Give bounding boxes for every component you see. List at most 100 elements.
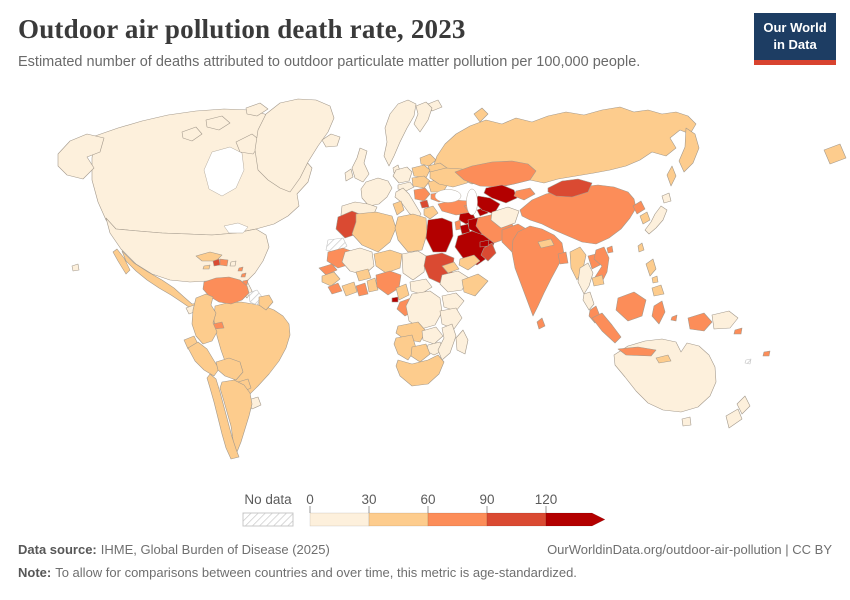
legend-cell-120-plus-arrow[interactable] bbox=[545, 512, 606, 527]
country-chile[interactable] bbox=[206, 373, 240, 460]
country-new-zealand-south[interactable] bbox=[725, 408, 743, 429]
country-cote-divoire[interactable] bbox=[341, 281, 358, 297]
country-japan-hokkaido[interactable] bbox=[661, 192, 672, 204]
country-fiji[interactable] bbox=[762, 350, 771, 357]
country-south-korea[interactable] bbox=[639, 211, 651, 225]
country-india[interactable] bbox=[511, 225, 565, 317]
country-mali[interactable] bbox=[341, 247, 375, 276]
country-kyrgyzstan-tajikistan[interactable] bbox=[513, 187, 536, 201]
country-philippines-luzon[interactable] bbox=[645, 258, 657, 277]
country-cambodia[interactable] bbox=[591, 274, 605, 287]
country-thailand[interactable] bbox=[577, 262, 594, 295]
country-new-caledonia[interactable] bbox=[744, 358, 752, 365]
country-lesser-antilles-1[interactable] bbox=[237, 266, 244, 272]
country-south-africa[interactable] bbox=[395, 354, 445, 387]
country-ethiopia[interactable] bbox=[439, 270, 470, 293]
country-zambia[interactable] bbox=[421, 326, 444, 345]
country-afghanistan[interactable] bbox=[490, 206, 520, 229]
country-nepal[interactable] bbox=[537, 238, 555, 249]
country-russia-novaya-zemlya[interactable] bbox=[473, 107, 489, 123]
country-new-zealand-north[interactable] bbox=[736, 395, 751, 415]
country-russia-wrap[interactable] bbox=[823, 143, 847, 165]
country-canada-victoria[interactable] bbox=[205, 115, 231, 131]
country-australia[interactable] bbox=[613, 338, 717, 413]
legend-cell-90-120[interactable] bbox=[486, 512, 547, 527]
country-suriname[interactable] bbox=[258, 294, 274, 311]
country-uk[interactable] bbox=[351, 147, 370, 183]
country-peru[interactable] bbox=[187, 341, 220, 377]
country-chad[interactable] bbox=[401, 250, 427, 281]
country-canada-ellesmere[interactable] bbox=[245, 102, 269, 117]
legend-cell-30-60[interactable] bbox=[368, 512, 429, 527]
country-mongolia[interactable] bbox=[547, 178, 593, 198]
country-senegal[interactable] bbox=[318, 263, 338, 276]
country-cameroon[interactable] bbox=[395, 283, 410, 301]
country-equatorial-guinea[interactable] bbox=[391, 296, 399, 303]
country-australia-tasmania[interactable] bbox=[681, 416, 692, 427]
country-burkina-faso[interactable] bbox=[355, 268, 372, 282]
country-madagascar[interactable] bbox=[455, 329, 469, 355]
country-cuba[interactable] bbox=[195, 251, 223, 262]
country-greenland[interactable] bbox=[254, 98, 335, 193]
country-puerto-rico[interactable] bbox=[229, 260, 237, 267]
country-togo-benin[interactable] bbox=[366, 277, 379, 293]
country-niger[interactable] bbox=[373, 249, 403, 274]
country-papua-new-guinea[interactable] bbox=[711, 310, 739, 330]
country-taiwan[interactable] bbox=[637, 242, 645, 253]
country-japan[interactable] bbox=[644, 205, 668, 235]
country-russia-sakhalin[interactable] bbox=[666, 165, 677, 187]
country-france[interactable] bbox=[360, 177, 393, 207]
country-somalia[interactable] bbox=[461, 273, 489, 297]
country-egypt[interactable] bbox=[425, 217, 454, 253]
country-uganda-kenya[interactable] bbox=[441, 292, 465, 312]
legend-cell-0-30[interactable] bbox=[309, 512, 370, 527]
country-russia-kamchatka[interactable] bbox=[678, 127, 700, 173]
country-bangladesh[interactable] bbox=[557, 251, 569, 265]
country-baltics[interactable] bbox=[419, 153, 437, 167]
country-lesser-antilles-2[interactable] bbox=[240, 272, 247, 278]
country-dominican-republic[interactable] bbox=[219, 258, 229, 267]
footer-url[interactable]: OurWorldinData.org/outdoor-air-pollution… bbox=[547, 542, 832, 557]
country-north-korea[interactable] bbox=[632, 200, 646, 215]
country-tunisia[interactable] bbox=[392, 200, 405, 216]
country-philippines-mindanao[interactable] bbox=[651, 284, 665, 297]
country-algeria[interactable] bbox=[351, 211, 397, 253]
country-usa-hawaii[interactable] bbox=[71, 263, 80, 272]
country-botswana[interactable] bbox=[410, 343, 431, 363]
country-china-hainan[interactable] bbox=[606, 245, 614, 254]
country-ghana[interactable] bbox=[355, 282, 369, 297]
country-indonesia-papua[interactable] bbox=[687, 312, 713, 332]
country-germany[interactable] bbox=[392, 166, 413, 184]
country-eritrea-djibouti[interactable] bbox=[441, 261, 460, 274]
country-philippines-visayas[interactable] bbox=[651, 275, 659, 284]
country-ireland[interactable] bbox=[344, 168, 354, 182]
country-finland[interactable] bbox=[413, 101, 433, 133]
country-central-african-republic[interactable] bbox=[409, 278, 433, 295]
country-uzbekistan[interactable] bbox=[483, 184, 518, 204]
country-sri-lanka[interactable] bbox=[536, 317, 546, 330]
country-indonesia-java[interactable] bbox=[617, 346, 657, 357]
country-indonesia-sumatra[interactable] bbox=[591, 312, 622, 344]
country-albania-north-macedonia[interactable] bbox=[419, 199, 430, 209]
country-solomon-islands[interactable] bbox=[733, 327, 743, 335]
country-indonesia-borneo[interactable] bbox=[615, 291, 647, 322]
country-indonesia-sulawesi[interactable] bbox=[651, 300, 666, 325]
country-israel-lebanon[interactable] bbox=[454, 219, 462, 231]
legend-no-data-swatch[interactable] bbox=[242, 512, 294, 527]
country-tanzania[interactable] bbox=[439, 307, 463, 330]
country-yemen[interactable] bbox=[458, 254, 481, 271]
country-colombia[interactable] bbox=[191, 293, 218, 345]
country-sierra-leone-liberia[interactable] bbox=[327, 282, 343, 295]
country-jamaica[interactable] bbox=[202, 264, 211, 270]
legend-cell-60-90[interactable] bbox=[427, 512, 488, 527]
country-timor[interactable] bbox=[655, 354, 672, 364]
country-mozambique[interactable] bbox=[437, 323, 457, 361]
country-balkans[interactable] bbox=[413, 187, 431, 202]
country-norway-sweden[interactable] bbox=[383, 99, 417, 167]
country-kazakhstan[interactable] bbox=[454, 160, 537, 188]
country-libya[interactable] bbox=[394, 213, 428, 253]
country-drc[interactable] bbox=[405, 290, 443, 330]
country-argentina[interactable] bbox=[219, 379, 253, 455]
country-thailand-peninsula[interactable] bbox=[582, 291, 595, 311]
country-mexico-baja[interactable] bbox=[112, 248, 131, 275]
